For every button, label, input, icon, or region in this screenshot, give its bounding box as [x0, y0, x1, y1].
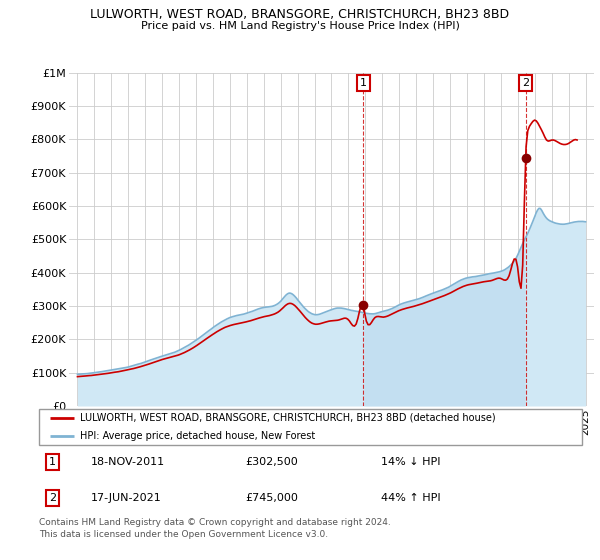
Text: £745,000: £745,000 — [245, 493, 298, 503]
Text: 17-JUN-2021: 17-JUN-2021 — [91, 493, 161, 503]
Text: Price paid vs. HM Land Registry's House Price Index (HPI): Price paid vs. HM Land Registry's House … — [140, 21, 460, 31]
Text: 14% ↓ HPI: 14% ↓ HPI — [381, 457, 440, 467]
Text: 1: 1 — [49, 457, 56, 467]
Text: 2: 2 — [49, 493, 56, 503]
Text: £302,500: £302,500 — [245, 457, 298, 467]
Text: LULWORTH, WEST ROAD, BRANSGORE, CHRISTCHURCH, BH23 8BD: LULWORTH, WEST ROAD, BRANSGORE, CHRISTCH… — [91, 8, 509, 21]
Text: HPI: Average price, detached house, New Forest: HPI: Average price, detached house, New … — [80, 431, 315, 441]
Text: LULWORTH, WEST ROAD, BRANSGORE, CHRISTCHURCH, BH23 8BD (detached house): LULWORTH, WEST ROAD, BRANSGORE, CHRISTCH… — [80, 413, 496, 423]
FancyBboxPatch shape — [39, 409, 582, 445]
Text: 18-NOV-2011: 18-NOV-2011 — [91, 457, 165, 467]
Text: 1: 1 — [360, 78, 367, 88]
Text: Contains HM Land Registry data © Crown copyright and database right 2024.
This d: Contains HM Land Registry data © Crown c… — [39, 518, 391, 539]
Text: 2: 2 — [522, 78, 529, 88]
Text: 44% ↑ HPI: 44% ↑ HPI — [381, 493, 441, 503]
